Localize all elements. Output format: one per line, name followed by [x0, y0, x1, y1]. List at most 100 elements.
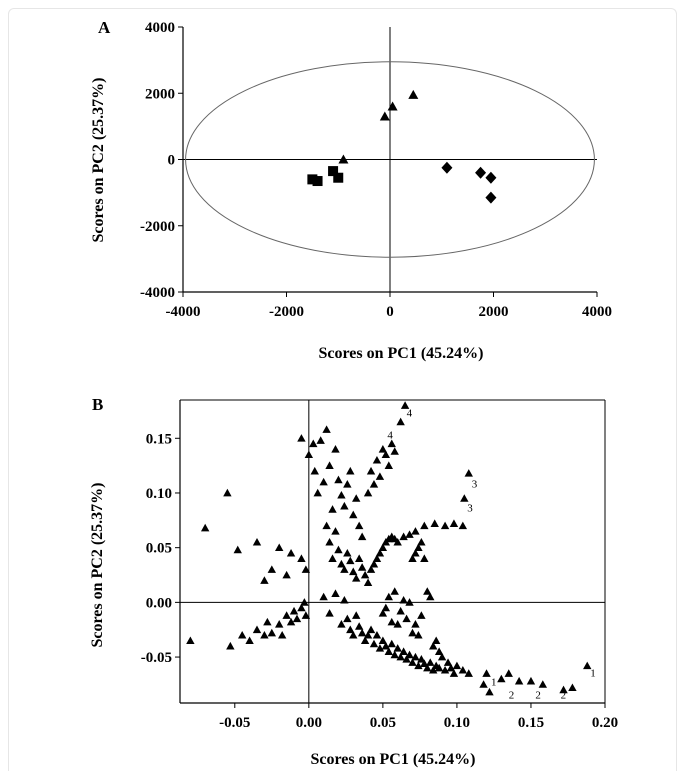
triangle-marker	[514, 676, 524, 685]
triangle-marker	[396, 417, 405, 426]
triangle-marker	[292, 614, 302, 623]
triangle-marker	[363, 488, 373, 497]
triangle-marker	[440, 665, 450, 674]
triangle-marker	[301, 565, 311, 573]
triangle-marker	[440, 521, 450, 530]
x-tick-label: 2000	[479, 304, 509, 320]
triangle-marker	[399, 532, 408, 541]
triangle-marker	[363, 630, 373, 639]
triangle-marker	[381, 603, 391, 612]
triangle-marker	[390, 650, 399, 659]
triangle-marker	[369, 639, 379, 648]
diamond-marker	[475, 166, 487, 179]
triangle-marker	[408, 554, 417, 562]
triangle-marker	[354, 622, 364, 630]
triangle-marker	[237, 630, 247, 639]
point-annotation: 4	[387, 429, 393, 441]
triangle-marker	[343, 614, 352, 623]
triangle-marker	[411, 548, 420, 557]
triangle-marker	[399, 595, 408, 604]
triangle-marker	[426, 592, 435, 601]
triangle-marker	[402, 614, 411, 623]
triangle-marker	[464, 669, 473, 677]
square-marker	[307, 174, 318, 185]
triangle-marker	[233, 545, 242, 554]
triangle-marker	[349, 630, 358, 639]
triangle-marker	[328, 554, 337, 562]
triangle-marker	[417, 611, 426, 619]
triangle-marker	[458, 665, 468, 674]
triangle-marker	[267, 565, 277, 573]
triangle-marker	[337, 490, 346, 499]
x-tick-label: 0.15	[518, 715, 544, 731]
square-marker	[333, 172, 344, 183]
triangle-marker	[417, 655, 426, 663]
triangle-marker	[346, 625, 355, 634]
y-tick-label: 2000	[145, 86, 175, 102]
triangle-marker	[360, 636, 370, 645]
triangle-marker	[408, 89, 419, 99]
square-marker	[328, 166, 339, 177]
triangle-marker	[289, 606, 299, 615]
triangle-marker	[245, 636, 254, 645]
triangle-marker	[338, 154, 349, 164]
triangle-marker	[414, 661, 423, 670]
triangle-marker	[375, 548, 385, 557]
y-tick-label: 0.00	[146, 595, 172, 611]
triangle-marker	[405, 530, 414, 538]
triangle-marker	[325, 609, 334, 617]
triangle-marker	[186, 636, 195, 645]
x-tick-label: -2000	[269, 304, 304, 320]
triangle-marker	[434, 647, 444, 655]
triangle-marker	[393, 620, 402, 628]
triangle-marker	[275, 543, 284, 552]
triangle-marker	[354, 521, 364, 530]
diamond-marker	[485, 171, 497, 184]
triangle-marker	[378, 445, 388, 453]
x-tick-label: 0.05	[370, 715, 396, 731]
triangle-marker	[310, 466, 319, 475]
triangle-marker	[226, 641, 235, 650]
triangle-marker	[267, 628, 277, 637]
panel-a-plot-area: -4000 -2000 0 2000 4000 -4000 -2000 0 2000 4000	[140, 20, 612, 320]
triangle-marker	[309, 439, 318, 448]
triangle-marker	[414, 630, 423, 639]
triangle-marker	[343, 548, 352, 557]
triangle-marker	[400, 401, 410, 409]
triangle-marker	[559, 685, 568, 694]
triangle-marker	[349, 567, 358, 576]
triangle-marker	[337, 620, 346, 628]
triangle-marker	[340, 595, 349, 604]
point-annotation: 1	[491, 676, 497, 688]
triangle-marker	[443, 658, 453, 666]
triangle-marker	[275, 620, 284, 628]
triangle-marker	[568, 683, 577, 692]
triangle-marker	[282, 570, 291, 579]
triangle-marker	[372, 630, 382, 639]
triangle-marker	[384, 592, 393, 601]
triangle-marker	[331, 445, 340, 453]
triangle-marker	[485, 687, 494, 696]
triangle-marker	[223, 488, 232, 497]
triangle-marker	[316, 436, 325, 444]
triangle-marker	[325, 538, 334, 546]
triangle-marker	[405, 598, 414, 606]
triangle-marker	[331, 527, 340, 535]
x-tick-label: 0	[386, 304, 394, 320]
triangle-marker	[343, 480, 352, 488]
panel-b: B -0.05 0.00 0.05 0.10 0.15 0.20 -0.05 0.00 0.05…	[89, 395, 618, 768]
triangle-marker	[322, 425, 331, 433]
triangle-marker	[378, 543, 388, 552]
triangle-marker	[393, 538, 402, 546]
triangle-marker	[387, 101, 398, 111]
triangle-marker	[200, 523, 210, 532]
triangle-marker	[260, 576, 269, 584]
triangle-marker	[411, 620, 420, 628]
triangle-marker	[337, 559, 346, 568]
triangle-marker	[277, 630, 287, 639]
panel-a: A -4000 -2000 0 2000 4000 -4000 -2000 0 2000 4000…	[90, 18, 612, 362]
figure-frame	[8, 8, 677, 771]
point-annotation: 2	[535, 690, 541, 702]
y-tick-label: 0.05	[146, 541, 172, 557]
